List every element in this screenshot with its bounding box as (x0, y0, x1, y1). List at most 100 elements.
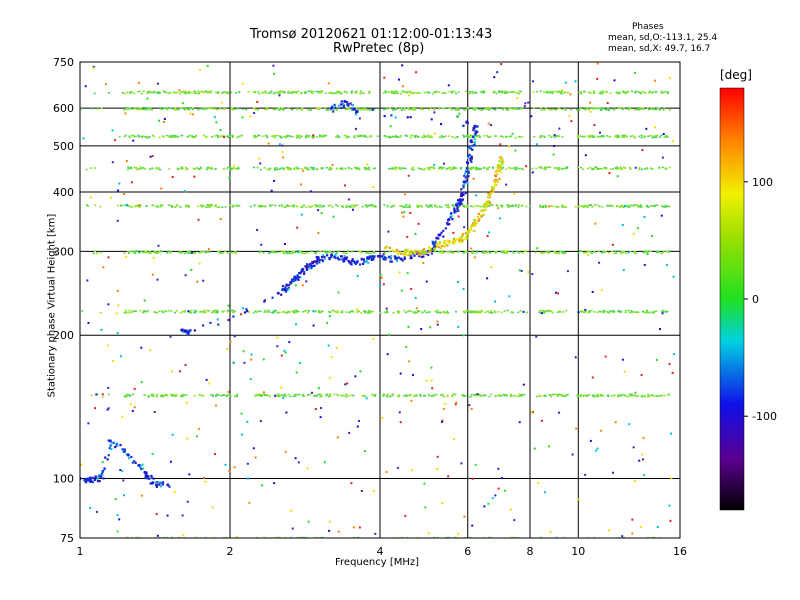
sparse-echo-dot (383, 76, 386, 79)
interference-dot (229, 166, 232, 169)
interference-dot (345, 134, 348, 137)
interference-dot (623, 394, 626, 397)
interference-dot (509, 394, 512, 397)
interference-dot (495, 204, 498, 207)
interference-dot (215, 134, 218, 137)
trace-dot (444, 227, 448, 230)
interference-dot (435, 539, 437, 541)
interference-dot (663, 250, 666, 253)
interference-dot (534, 251, 537, 254)
interference-dot (644, 395, 647, 398)
interference-dot (132, 393, 135, 396)
interference-dot (364, 539, 366, 541)
interference-dot (557, 90, 560, 92)
interference-dot (373, 108, 376, 111)
sparse-echo-dot (569, 93, 572, 96)
interference-dot (436, 309, 439, 312)
interference-dot (481, 90, 484, 93)
interference-dot (453, 136, 456, 139)
interference-dot (179, 167, 182, 170)
sparse-echo-dot (102, 266, 105, 269)
trace-point (447, 218, 451, 222)
interference-dot (282, 311, 285, 314)
interference-dot (264, 90, 267, 92)
interference-dot (208, 206, 211, 208)
interference-dot (373, 250, 376, 253)
trace-point (469, 140, 473, 144)
interference-dot (346, 538, 348, 540)
interference-dot (359, 108, 362, 110)
interference-dot (347, 108, 350, 110)
interference-dot (288, 252, 291, 254)
interference-dot (348, 394, 351, 397)
sparse-echo-dot (549, 531, 552, 534)
interference-dot (193, 136, 196, 139)
sparse-echo-dot (593, 123, 596, 126)
interference-dot (96, 393, 99, 396)
interference-dot (153, 91, 156, 94)
interference-dot (588, 394, 591, 396)
trace-dot (466, 233, 469, 236)
interference-dot (186, 167, 189, 170)
interference-dot (276, 393, 279, 396)
interference-dot (474, 311, 477, 313)
interference-dot (452, 252, 455, 254)
interference-dot (474, 394, 477, 396)
interference-dot (666, 136, 669, 138)
interference-dot (483, 206, 486, 208)
interference-dot (134, 166, 137, 169)
trace-dot (431, 240, 434, 243)
trace-dot (473, 138, 476, 141)
trace-dot (145, 473, 148, 476)
interference-dot (241, 108, 244, 111)
interference-dot (204, 311, 207, 314)
interference-dot (295, 108, 298, 110)
interference-dot (133, 92, 136, 95)
interference-dot (280, 136, 283, 139)
interference-dot (229, 168, 232, 171)
interference-bands (80, 62, 675, 541)
sparse-echo-dot (442, 407, 445, 410)
interference-dot (662, 91, 665, 94)
interference-dot (155, 538, 157, 540)
trace-dot (299, 276, 302, 279)
sparse-echo-dot (344, 184, 347, 187)
interference-dot (320, 90, 323, 93)
trace-dot (384, 258, 387, 261)
interference-dot (620, 394, 623, 397)
trace-point (166, 483, 170, 487)
interference-dot (392, 109, 395, 111)
trace-dot (370, 255, 373, 258)
interference-dot (285, 395, 288, 397)
trace-dot (364, 260, 367, 264)
interference-dot (331, 205, 334, 208)
interference-dot (322, 136, 325, 138)
interference-dot (298, 134, 301, 137)
interference-dot (127, 166, 130, 169)
interference-dot (583, 108, 586, 111)
sparse-echo-dot (140, 381, 143, 384)
sparse-echo-dot (198, 262, 201, 265)
trace-dot (393, 250, 397, 253)
interference-dot (197, 109, 200, 111)
interference-dot (474, 168, 477, 171)
interference-dot (221, 92, 224, 95)
interference-dot (469, 90, 472, 93)
trace-dot (352, 108, 355, 111)
interference-dot (424, 135, 427, 138)
interference-dot (128, 136, 131, 139)
sparse-echo-dot (454, 403, 457, 406)
trace-dot (466, 121, 470, 125)
sparse-echo-dot (274, 395, 277, 398)
interference-dot (607, 252, 610, 254)
interference-dot (207, 310, 210, 312)
interference-dot (233, 310, 236, 312)
interference-dot (392, 135, 395, 138)
interference-dot (129, 205, 132, 208)
interference-dot (468, 92, 471, 95)
interference-dot (623, 251, 626, 253)
interference-dot (623, 136, 626, 139)
interference-dot (642, 538, 644, 540)
sparse-echo-dot (320, 407, 323, 410)
sparse-echo-dot (288, 341, 291, 344)
